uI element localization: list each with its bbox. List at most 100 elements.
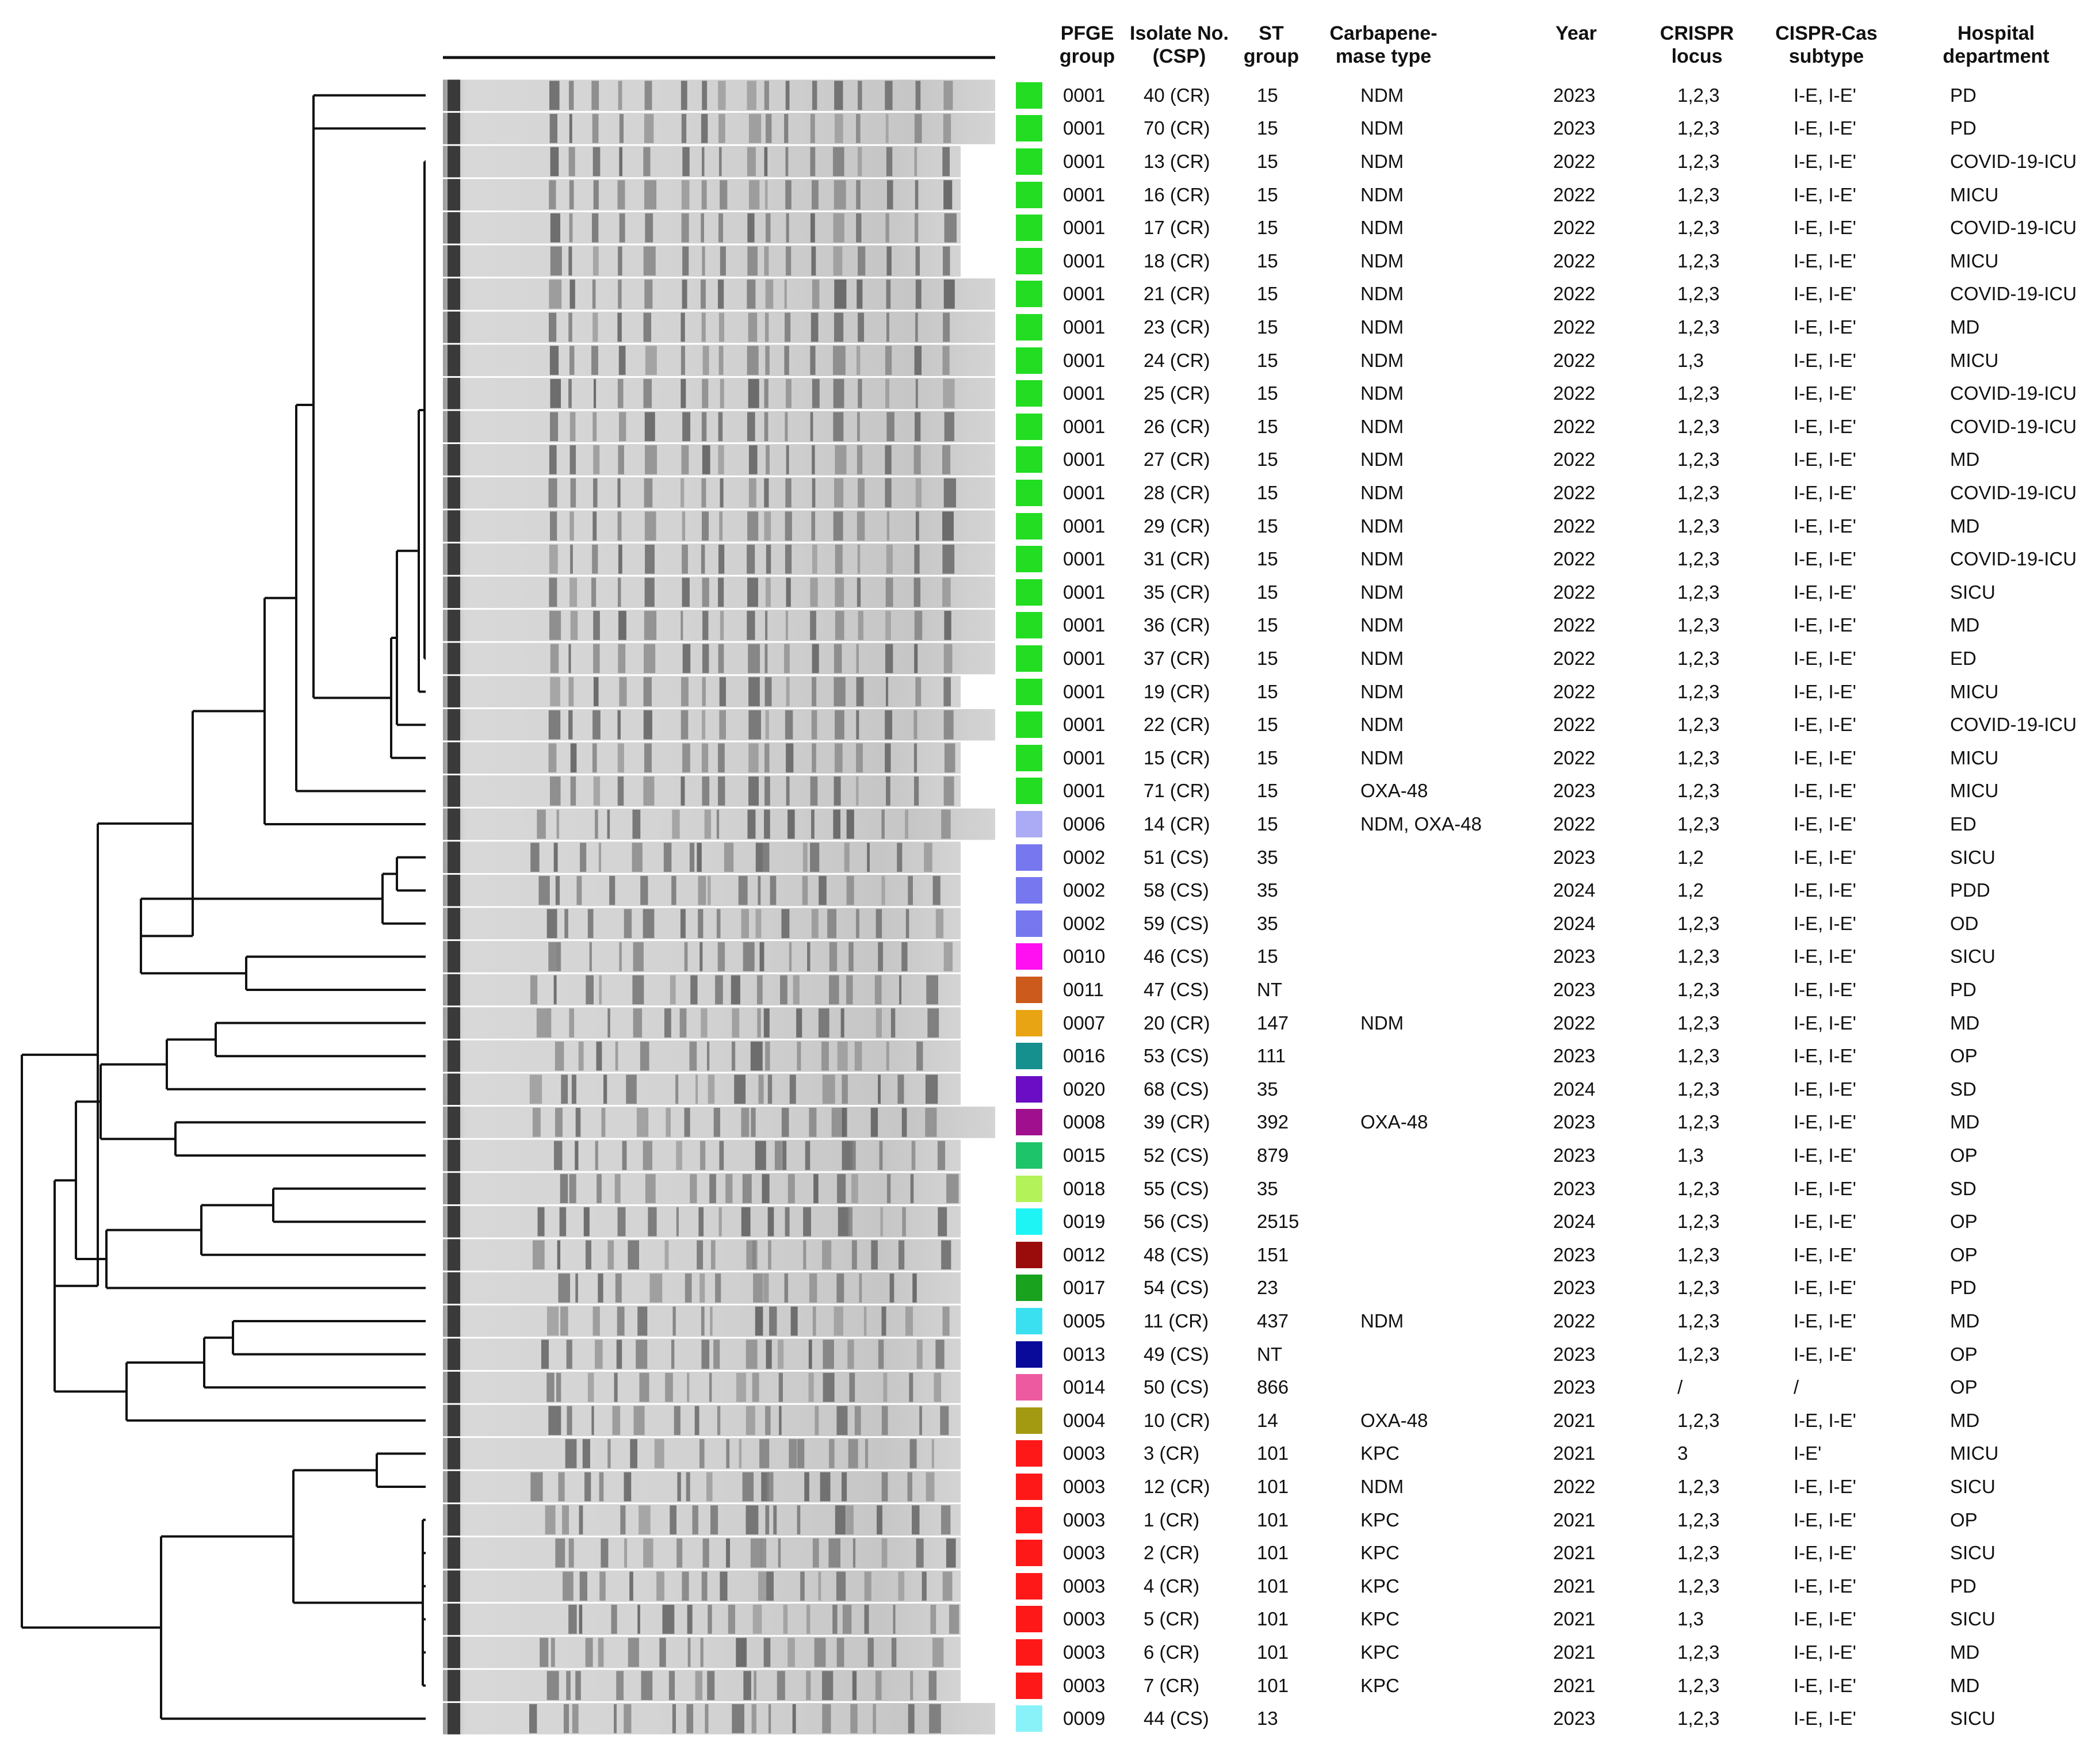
gel-band	[898, 1571, 905, 1601]
gel-band	[663, 843, 672, 872]
year-cell: 2023	[1553, 1111, 1596, 1133]
gel-band	[881, 1538, 888, 1568]
gel-band	[942, 577, 951, 607]
gel-band	[885, 611, 891, 640]
gel-lane	[443, 610, 995, 641]
st-group-cell: 15	[1257, 183, 1278, 205]
gel-band	[664, 1240, 669, 1270]
department-cell: MD	[1950, 449, 1980, 470]
st-group-cell: 111	[1257, 1045, 1286, 1067]
gel-band	[699, 1273, 705, 1303]
year-cell: 2021	[1553, 1641, 1596, 1663]
gel-band	[702, 611, 709, 640]
gel-band	[549, 114, 557, 143]
gel-well	[448, 676, 460, 707]
gel-band	[914, 114, 922, 143]
pfge-group-cell: 0001	[1063, 382, 1106, 404]
gel-band	[630, 1439, 637, 1468]
gel-band	[834, 743, 843, 773]
gel-band	[682, 147, 690, 177]
gel-band	[806, 1671, 811, 1700]
gel-band	[811, 710, 817, 740]
st-group-cell: 15	[1257, 382, 1278, 404]
gel-band	[624, 1538, 628, 1568]
gel-band	[702, 577, 709, 607]
table-row: 0001 40 (CR) 15 NDM 2023 1,2,3 I-E, I-E' PD	[0, 79, 2095, 112]
gel-band	[592, 710, 601, 740]
gel-well	[448, 1636, 460, 1669]
pfge-group-cell: 0003	[1063, 1608, 1106, 1630]
gel-band	[916, 1538, 924, 1568]
gel-band	[915, 478, 922, 508]
gel-band	[668, 1671, 675, 1700]
pfge-group-cell: 0017	[1063, 1277, 1106, 1299]
gel-band	[885, 213, 889, 243]
gel-band	[942, 445, 951, 475]
isolate-cell: 10 (CR)	[1144, 1409, 1210, 1431]
gel-band	[823, 1340, 834, 1369]
isolate-cell: 49 (CS)	[1144, 1343, 1209, 1365]
gel-band	[632, 809, 641, 839]
carbapenemase-cell: NDM	[1360, 449, 1404, 470]
year-cell: 2023	[1553, 1177, 1596, 1199]
gel-band	[914, 213, 919, 243]
gel-band	[593, 378, 597, 408]
gel-band	[748, 743, 759, 773]
gel-band	[550, 213, 560, 243]
gel-well	[448, 1702, 460, 1735]
gel-band	[530, 975, 538, 1005]
gel-band	[797, 1439, 805, 1468]
gel-band	[785, 147, 789, 177]
gel-band	[656, 1571, 664, 1601]
gel-band	[891, 1637, 897, 1667]
table-row: 0001 22 (CR) 15 NDM 2022 1,2,3 I-E, I-E' COVID-…	[0, 708, 2095, 741]
gel-band	[596, 1041, 602, 1071]
header-year: Year	[1555, 22, 1597, 44]
carbapenemase-cell: NDM	[1360, 648, 1404, 669]
carbapenemase-cell: NDM	[1360, 581, 1404, 603]
gel-band	[751, 1108, 756, 1137]
gel-band	[878, 942, 883, 971]
table-row: 0001 21 (CR) 15 NDM 2022 1,2,3 I-E, I-E' COVID-…	[0, 277, 2095, 311]
carbapenemase-cell: NDM	[1360, 316, 1404, 338]
gel-band	[682, 1571, 689, 1601]
gel-band	[690, 1174, 697, 1203]
gel-band	[943, 81, 953, 110]
gel-band	[848, 1439, 858, 1468]
gel-band	[901, 1108, 907, 1137]
pfge-group-cell: 0018	[1063, 1177, 1106, 1199]
st-group-cell: 15	[1257, 813, 1278, 835]
crispr-locus-cell: 1,2,3	[1677, 1708, 1720, 1729]
gel-band	[568, 378, 572, 408]
gel-band	[812, 1306, 816, 1336]
pfge-group-cell: 0003	[1063, 1575, 1106, 1597]
gel-band	[858, 478, 865, 508]
cas-subtype-cell: I-E, I-E'	[1794, 1243, 1856, 1265]
gel-band	[926, 975, 938, 1005]
pfge-group-cell: 0001	[1063, 217, 1106, 239]
gel-band	[855, 909, 859, 939]
gel-band	[601, 1538, 609, 1568]
gel-band	[847, 1340, 854, 1369]
gel-band	[592, 246, 599, 276]
gel-well	[448, 1073, 460, 1105]
gel-band	[856, 677, 864, 706]
gel-lane	[443, 1073, 961, 1105]
isolate-cell: 40 (CR)	[1144, 84, 1210, 106]
gel-band	[587, 909, 594, 939]
pfge-color-swatch	[1016, 1241, 1042, 1268]
gel-band	[705, 1704, 709, 1734]
gel-band	[833, 378, 844, 408]
department-cell: MICU	[1950, 349, 1999, 371]
gel-band	[787, 1174, 795, 1203]
gel-band	[558, 1472, 565, 1502]
year-cell: 2024	[1553, 879, 1596, 901]
cas-subtype-cell: I-E, I-E'	[1794, 217, 1856, 239]
gel-band	[556, 1372, 561, 1402]
gel-band	[803, 1240, 806, 1270]
gel-band	[718, 114, 725, 143]
gel-band	[856, 346, 861, 375]
gel-band	[833, 412, 844, 442]
gel-band	[756, 975, 763, 1005]
gel-band	[718, 743, 725, 773]
